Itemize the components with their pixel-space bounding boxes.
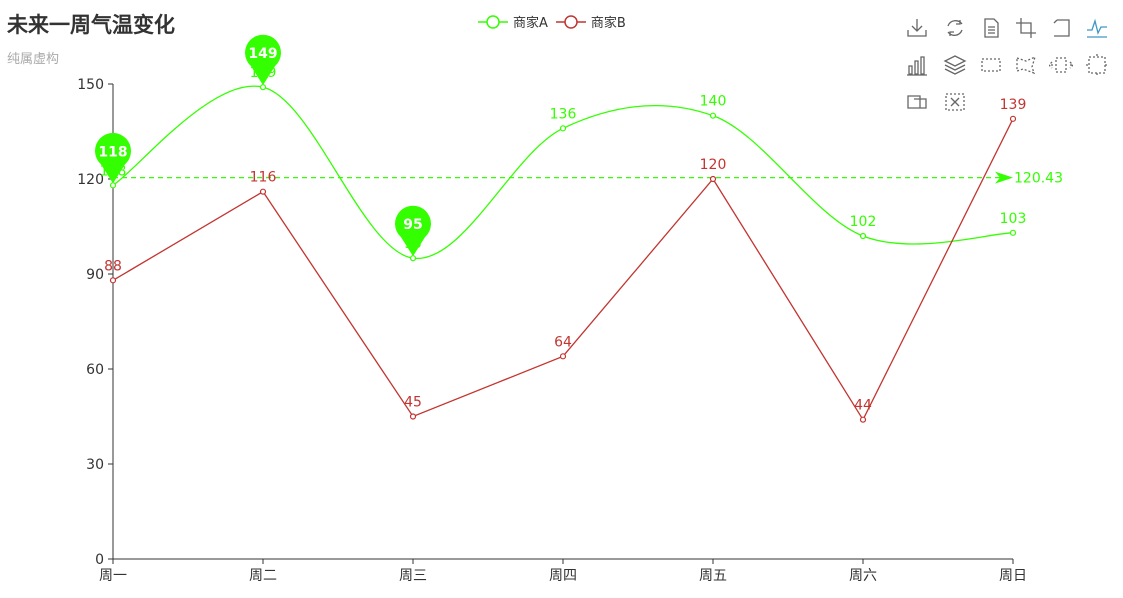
chart-subtitle: 纯属虚构 (7, 52, 60, 67)
data-label-1: 45 (404, 395, 422, 411)
data-point-1 (259, 188, 267, 195)
legend: 商家A 商家B (478, 12, 626, 31)
stack-icon[interactable] (943, 53, 967, 77)
data-label-0: 103 (1000, 211, 1027, 227)
data-point-0 (709, 112, 717, 119)
data-label-1: 64 (554, 334, 572, 350)
mark-point-pin (395, 205, 431, 257)
mark-point-pin (244, 34, 281, 86)
y-tick-label: 120 (77, 172, 104, 188)
y-tick-label: 30 (86, 457, 104, 473)
x-tick-label: 周日 (999, 568, 1027, 584)
data-point-1 (1009, 115, 1017, 122)
data-point-0 (109, 182, 117, 189)
legend-label-a: 商家A (513, 16, 548, 31)
expand-select-icon[interactable] (1085, 53, 1109, 77)
data-point-1 (109, 277, 117, 284)
legend-item-a[interactable]: 商家A (478, 12, 548, 31)
data-label-0: 136 (550, 106, 577, 122)
mark-point-label: 118 (98, 144, 127, 160)
data-label-0: 102 (850, 214, 877, 230)
x-tick-label: 周一 (99, 568, 127, 584)
series-line-1 (112, 118, 1014, 421)
line-chart-icon[interactable] (1085, 16, 1109, 40)
data-point-0 (859, 232, 867, 240)
data-point-1 (559, 353, 567, 360)
mark-point-label: 95 (403, 217, 422, 233)
y-tick-label: 0 (95, 552, 104, 568)
data-point-0 (259, 84, 267, 91)
y-tick-label: 150 (77, 77, 104, 93)
data-label-1: 44 (854, 398, 872, 414)
x-tick-label: 周六 (849, 568, 877, 584)
x-tick-label: 周三 (399, 568, 427, 584)
chart-title: 未来一周气温变化 (7, 13, 175, 37)
average-line-arrow (995, 171, 1013, 184)
rect-select-icon[interactable] (979, 53, 1003, 77)
data-point-0 (409, 255, 417, 262)
bar-chart-icon[interactable] (905, 53, 929, 77)
zoom-icon[interactable] (905, 90, 929, 114)
polygon-select-icon[interactable] (1014, 53, 1038, 77)
legend-marker-b (555, 14, 586, 29)
legend-item-b[interactable]: 商家B (555, 12, 626, 31)
undo-icon[interactable] (1049, 16, 1073, 40)
mark-point-pin (94, 132, 131, 184)
keep-select-icon[interactable] (1048, 53, 1074, 77)
x-tick-label: 周四 (549, 568, 577, 584)
data-label-1: 88 (104, 258, 122, 274)
download-icon[interactable] (905, 16, 929, 40)
data-point-1 (709, 175, 717, 183)
x-tick-label: 周二 (249, 568, 277, 584)
data-label-1: 120 (700, 157, 727, 173)
crop-icon[interactable] (1014, 16, 1038, 40)
data-point-0 (559, 125, 567, 132)
y-tick-label: 90 (86, 267, 104, 283)
data-view-icon[interactable] (979, 16, 1003, 40)
data-label-0: 140 (700, 94, 727, 110)
y-tick-label: 60 (86, 362, 104, 378)
legend-label-b: 商家B (590, 16, 626, 31)
legend-marker-a (478, 14, 508, 29)
refresh-icon[interactable] (943, 16, 967, 40)
data-label-1: 116 (250, 170, 277, 186)
mark-point-label: 149 (248, 46, 277, 62)
x-tick-label: 周五 (699, 568, 727, 584)
data-label-1: 139 (1000, 97, 1027, 113)
data-point-0 (1009, 229, 1017, 236)
zoom-reset-icon[interactable] (943, 90, 967, 114)
average-line-label: 120.43 (1014, 171, 1063, 187)
data-point-1 (859, 416, 867, 423)
data-point-1 (409, 413, 417, 420)
